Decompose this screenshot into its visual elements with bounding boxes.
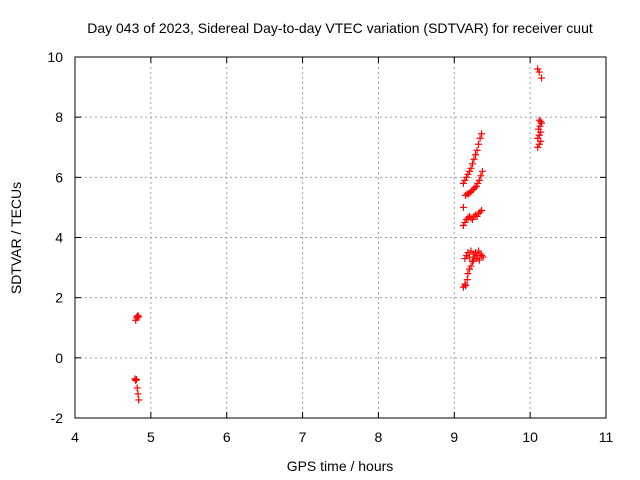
data-point xyxy=(472,151,480,159)
data-point xyxy=(538,74,546,82)
data-point xyxy=(465,190,473,198)
data-point xyxy=(461,280,469,288)
data-point xyxy=(471,184,479,192)
axis-ticks: 4 5 6 7 8 9 10 11 -2 0 2 4 6 8 10 xyxy=(47,49,613,445)
data-point xyxy=(536,122,544,130)
data-point xyxy=(473,212,481,220)
data-point xyxy=(535,131,543,139)
x-axis-label: GPS time / hours xyxy=(287,458,394,474)
data-point xyxy=(534,143,542,151)
x-tick-label: 11 xyxy=(599,429,614,445)
data-point xyxy=(535,116,543,124)
data-point xyxy=(475,209,483,217)
y-tick-label: 10 xyxy=(47,49,63,65)
data-point xyxy=(465,167,473,175)
data-point xyxy=(467,214,475,222)
data-point xyxy=(132,376,140,384)
data-point xyxy=(135,396,143,404)
data-point xyxy=(461,255,469,263)
x-tick-label: 5 xyxy=(147,429,155,445)
data-point xyxy=(534,125,542,133)
data-point xyxy=(535,140,543,148)
x-tick-label: 8 xyxy=(375,429,383,445)
data-point xyxy=(467,164,475,172)
data-point xyxy=(467,262,475,270)
data-point xyxy=(134,390,142,398)
data-point xyxy=(462,173,470,181)
data-point xyxy=(462,191,470,199)
x-tick-label: 4 xyxy=(71,429,79,445)
data-point xyxy=(135,313,143,321)
data-point xyxy=(132,375,140,383)
data-point xyxy=(475,247,483,255)
data-point xyxy=(472,182,480,190)
data-point xyxy=(537,137,545,145)
data-point xyxy=(534,65,542,73)
data-point xyxy=(134,312,142,320)
y-tick-label: 6 xyxy=(55,169,63,185)
y-tick-label: 0 xyxy=(55,350,63,366)
data-point xyxy=(472,249,480,257)
data-point xyxy=(476,134,484,142)
data-point xyxy=(459,221,467,229)
x-tick-label: 7 xyxy=(299,429,307,445)
data-point xyxy=(464,249,472,257)
data-point xyxy=(535,68,543,76)
data-point xyxy=(463,276,471,284)
data-point xyxy=(476,250,484,258)
x-tick-label: 10 xyxy=(522,429,538,445)
data-point xyxy=(474,179,482,187)
data-point xyxy=(478,130,486,138)
data-point xyxy=(534,134,542,142)
data-point xyxy=(478,167,486,175)
chart-title: Day 043 of 2023, Sidereal Day-to-day VTE… xyxy=(87,20,593,36)
data-point xyxy=(479,253,487,261)
data-point xyxy=(468,215,476,223)
y-tick-label: 8 xyxy=(55,109,63,125)
y-axis-label: SDTVAR / TECUs xyxy=(8,182,24,294)
y-tick-label: 2 xyxy=(55,290,63,306)
data-point xyxy=(459,203,467,211)
y-tick-label: 4 xyxy=(55,230,63,246)
data-point xyxy=(464,270,472,278)
data-point xyxy=(462,252,470,260)
data-point xyxy=(468,160,476,168)
data-point xyxy=(477,172,485,180)
data-point xyxy=(537,118,545,126)
data-point xyxy=(462,282,470,290)
data-point xyxy=(468,258,476,266)
data-point xyxy=(468,187,476,195)
data-point xyxy=(470,155,478,163)
data-point xyxy=(131,375,139,383)
data-point xyxy=(472,211,480,219)
data-point xyxy=(133,312,141,320)
y-tick-label: -2 xyxy=(51,410,64,426)
data-point xyxy=(465,265,473,273)
data-point xyxy=(475,176,483,184)
data-point xyxy=(475,256,483,264)
data-points xyxy=(131,65,546,404)
x-tick-label: 9 xyxy=(450,429,458,445)
data-point xyxy=(475,140,483,148)
data-point xyxy=(459,179,467,187)
x-tick-label: 6 xyxy=(223,429,231,445)
data-point xyxy=(466,188,474,196)
data-point xyxy=(461,218,469,226)
data-point xyxy=(473,146,481,154)
data-point xyxy=(133,384,141,392)
data-point xyxy=(464,170,472,178)
data-point xyxy=(461,176,469,184)
data-point xyxy=(462,215,470,223)
data-point xyxy=(469,185,477,193)
grid xyxy=(75,57,606,418)
data-point xyxy=(476,208,484,216)
data-point xyxy=(465,253,473,261)
data-point xyxy=(469,256,477,264)
data-point xyxy=(478,206,486,214)
data-point xyxy=(478,252,486,260)
